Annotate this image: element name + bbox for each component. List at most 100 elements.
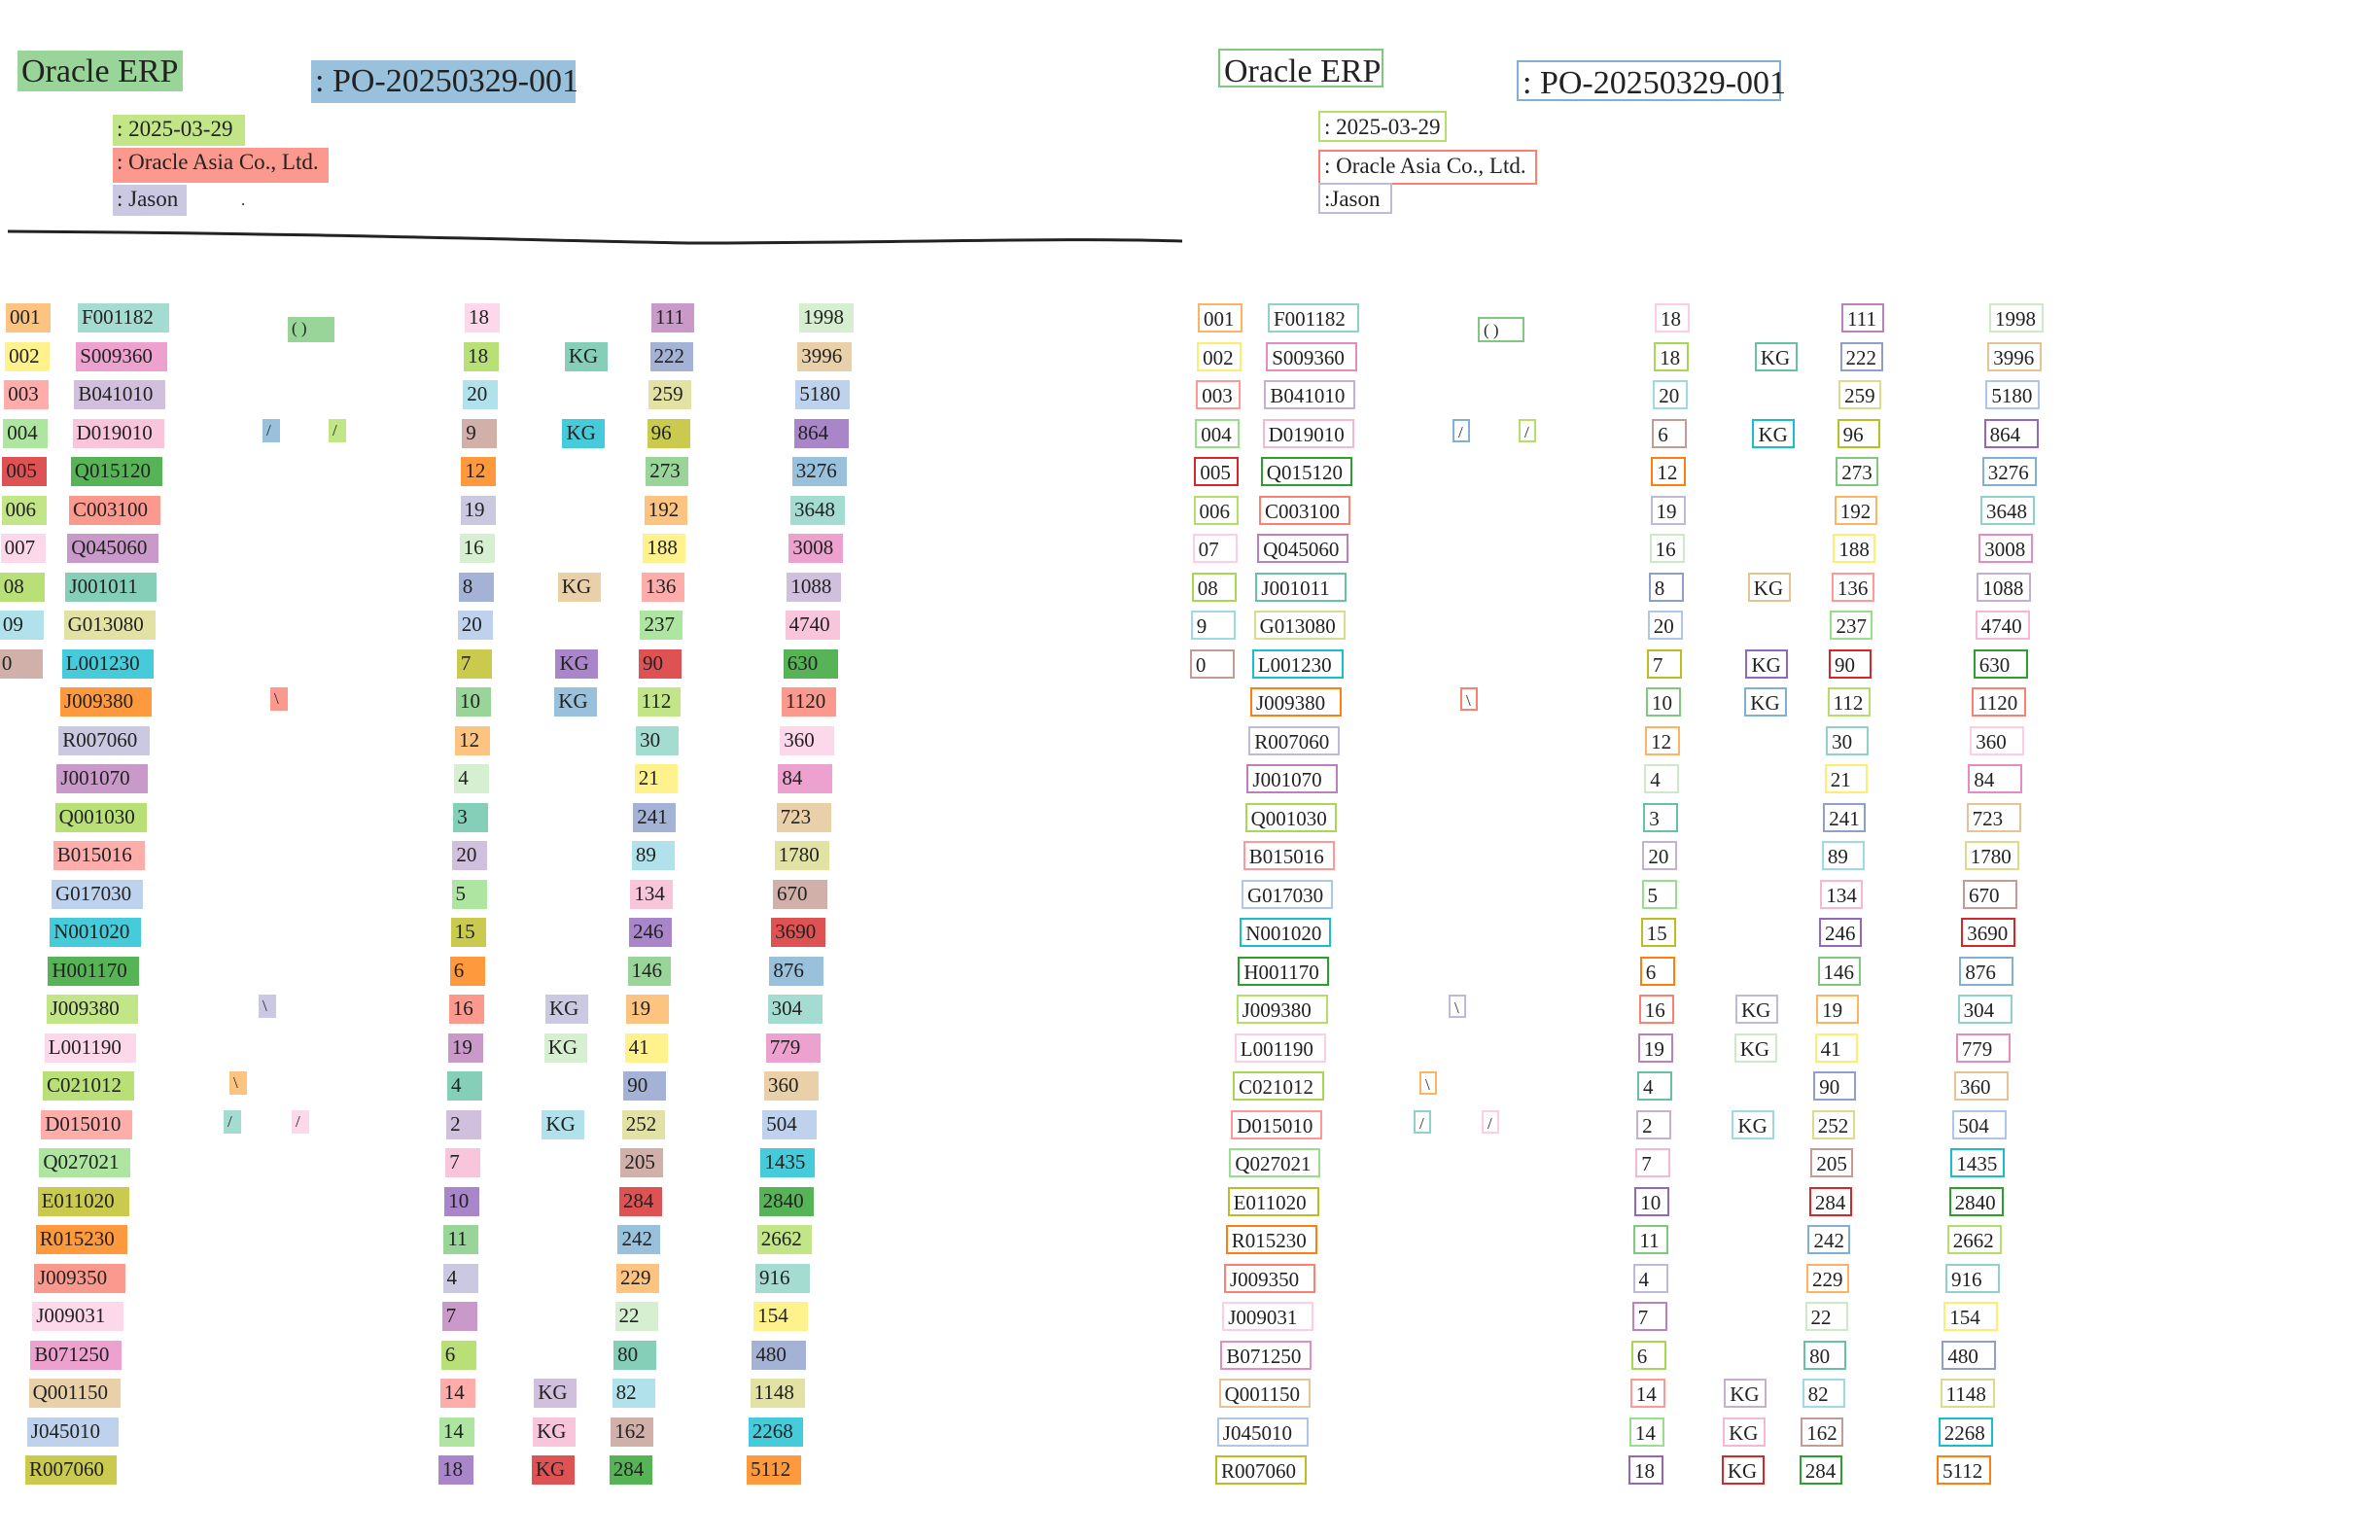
line-number-ocr: 006 [1193, 495, 1239, 525]
quantity-ocr: 20 [1642, 841, 1678, 870]
line-amount: 3690 [771, 918, 826, 947]
line-number: 005 [2, 457, 48, 486]
part-number: R015230 [35, 1225, 127, 1254]
quantity-ocr: 10 [1634, 1186, 1670, 1216]
unit-price: 252 [621, 1109, 665, 1139]
line-amount: 84 [778, 764, 833, 793]
unit-price-ocr: 111 [1841, 303, 1884, 332]
line-amount: 3996 [797, 341, 853, 371]
part-number-ocr: B041010 [1264, 380, 1356, 409]
part-number: S009360 [76, 341, 168, 371]
line-amount: 2662 [756, 1225, 812, 1254]
part-number-ocr: E011020 [1227, 1186, 1319, 1216]
line-number-ocr: 002 [1197, 341, 1242, 371]
line-amount-ocr: 2268 [1938, 1417, 1993, 1447]
line-amount-ocr: 1780 [1964, 841, 2019, 870]
line-amount-ocr: 1998 [1989, 303, 2044, 332]
line-amount-ocr: 4740 [1975, 611, 2030, 640]
part-number: Q001030 [54, 802, 147, 832]
unit-price-ocr: 80 [1803, 1340, 1847, 1370]
unit-price-ocr: 246 [1818, 918, 1862, 947]
part-number-ocr: B071250 [1220, 1340, 1312, 1370]
line-amount-ocr: 3996 [1987, 341, 2043, 371]
unit-price: 112 [637, 687, 681, 717]
quantity: 20 [463, 380, 499, 409]
quantity-ocr: 10 [1646, 687, 1681, 717]
unit-price: 134 [630, 879, 674, 909]
part-number-ocr: C021012 [1233, 1071, 1324, 1101]
contact-name-ocr: :Jason [1318, 183, 1392, 214]
quantity: 2 [446, 1109, 482, 1139]
quantity: 14 [439, 1379, 475, 1408]
unit-price: 90 [623, 1071, 667, 1101]
quantity: 15 [450, 918, 486, 947]
line-number: 08 [0, 572, 45, 602]
part-number: Q001150 [28, 1379, 121, 1408]
unit-price-ocr: 21 [1824, 764, 1868, 793]
unit-label-ocr: KG [1754, 341, 1798, 371]
line-amount: 4740 [785, 611, 840, 640]
quantity: 10 [456, 687, 491, 717]
line-number: 001 [6, 303, 51, 332]
unit-price-ocr: 259 [1838, 380, 1882, 409]
part-number-ocr: N001020 [1240, 918, 1332, 947]
unit-price-ocr: 82 [1802, 1379, 1845, 1408]
unit-price-ocr: 90 [1829, 648, 1872, 679]
unit-label: KG [564, 341, 608, 371]
unit-price-ocr: 22 [1804, 1302, 1848, 1331]
ocr-box-pane: Oracle ERP: PO-20250329-001: 2025-03-29:… [1190, 0, 2380, 1540]
unit-price: 22 [614, 1302, 658, 1331]
part-number-ocr: F001182 [1268, 303, 1359, 332]
line-amount: 1120 [782, 687, 836, 717]
line-amount: 3648 [790, 495, 845, 525]
unit-price-ocr: 89 [1821, 841, 1865, 870]
line-amount-ocr: 3690 [1961, 918, 2016, 947]
part-number-ocr: J009380 [1236, 995, 1328, 1024]
line-amount-ocr: 670 [1963, 879, 2017, 909]
unit-label-ocr: KG [1721, 1455, 1765, 1485]
line-amount-ocr: 1148 [1940, 1379, 1995, 1408]
quantity: 12 [461, 457, 497, 486]
quantity: 7 [445, 1148, 481, 1177]
quantity-ocr: 19 [1650, 495, 1686, 525]
quantity: 20 [452, 841, 488, 870]
quantity-ocr: 4 [1644, 764, 1680, 793]
part-number: C003100 [69, 495, 160, 525]
line-amount: 864 [793, 418, 849, 448]
unit-label-ocr: KG [1747, 572, 1791, 602]
line-amount: 1998 [799, 303, 854, 332]
stroke-mark-ocr: / [1414, 1109, 1431, 1134]
part-number: B071250 [30, 1340, 122, 1370]
unit-price: 229 [616, 1263, 659, 1293]
part-number-ocr: J045010 [1216, 1417, 1309, 1447]
unit-label: KG [542, 1109, 585, 1139]
quantity-ocr: 7 [1646, 648, 1682, 679]
po-date: : 2025-03-29 [113, 115, 245, 146]
line-amount: 2840 [758, 1186, 814, 1216]
line-amount-ocr: 630 [1973, 648, 2028, 679]
line-amount-ocr: 84 [1968, 764, 2023, 793]
po-number-ocr: : PO-20250329-001 [1517, 60, 1786, 101]
unit-price-ocr: 90 [1813, 1071, 1857, 1101]
line-amount-ocr: 360 [1970, 725, 2025, 755]
unit-price-ocr: 284 [1808, 1186, 1852, 1216]
unit-price-ocr: 284 [1799, 1455, 1842, 1485]
line-amount: 5180 [795, 380, 851, 409]
line-amount-ocr: 2840 [1948, 1186, 2004, 1216]
line-number: 003 [4, 380, 50, 409]
line-amount-ocr: 864 [1983, 418, 2039, 448]
unit-price-ocr: 134 [1820, 879, 1864, 909]
line-number: 0 [0, 648, 43, 679]
unit-price-ocr: 192 [1834, 495, 1877, 525]
unit-price-ocr: 222 [1839, 341, 1883, 371]
po-date-ocr: : 2025-03-29 [1318, 111, 1447, 142]
part-number: J009031 [32, 1302, 124, 1331]
quantity: 6 [449, 956, 485, 986]
unit-price-ocr: 96 [1837, 418, 1880, 448]
unit-price-ocr: 112 [1827, 687, 1871, 717]
stroke-mark: / [329, 418, 346, 442]
line-amount: 916 [755, 1263, 810, 1293]
line-amount-ocr: 1088 [1977, 572, 2032, 602]
unit-price: 80 [613, 1340, 657, 1370]
quantity-ocr: 6 [1630, 1340, 1666, 1370]
